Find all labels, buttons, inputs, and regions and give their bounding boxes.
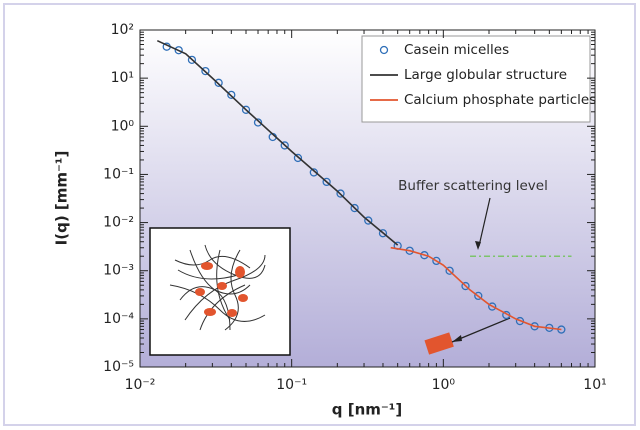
x-axis-label: q [nm⁻¹] [332,401,402,419]
inset [149,227,291,356]
data-point [474,291,483,301]
data-point [253,118,263,127]
data-point [336,189,345,198]
data-point [280,141,289,150]
legend-label: Casein micelles [404,42,509,58]
annotation-arrow [475,197,491,250]
data-point [515,316,525,326]
particle-icon [424,317,511,355]
data-point [187,55,197,64]
y-tick-label: 10⁻⁵ [103,359,134,375]
y-tick-label: 10⁻² [103,215,134,231]
data-point [293,153,303,163]
y-tick-label: 10² [111,22,134,38]
x-tick-label: 10⁻¹ [276,377,307,393]
legend [361,35,591,123]
data-point [227,90,236,99]
data-point [214,78,223,87]
data-point [364,216,373,225]
x-tick-label: 10⁻² [125,377,156,393]
data-point [309,168,318,177]
y-tick-label: 10¹ [111,70,134,86]
data-line [390,246,562,331]
y-tick-label: 10⁻¹ [103,166,134,182]
data-point [461,281,470,291]
y-tick-label: 10⁰ [111,118,135,134]
x-tick-label: 10¹ [583,377,606,393]
data-point [488,302,497,311]
data-line [156,39,399,246]
legend-label: Calcium phosphate particles [404,92,596,108]
data-point [322,177,331,187]
annotation: Buffer scattering level [398,178,548,194]
legend-label: Large globular structure [404,67,567,83]
data-point [174,46,183,55]
data-point [350,203,359,213]
data-point [201,66,210,76]
data-point [432,256,441,266]
data-point [241,105,251,114]
y-tick-label: 10⁻³ [103,263,134,279]
y-axis-label: I(q) [mm⁻¹] [53,151,71,246]
x-tick-label: 10⁰ [432,377,456,393]
legend-marker [379,45,389,55]
data-point [445,266,454,275]
data-point [378,229,388,238]
y-tick-label: 10⁻⁴ [103,311,134,327]
